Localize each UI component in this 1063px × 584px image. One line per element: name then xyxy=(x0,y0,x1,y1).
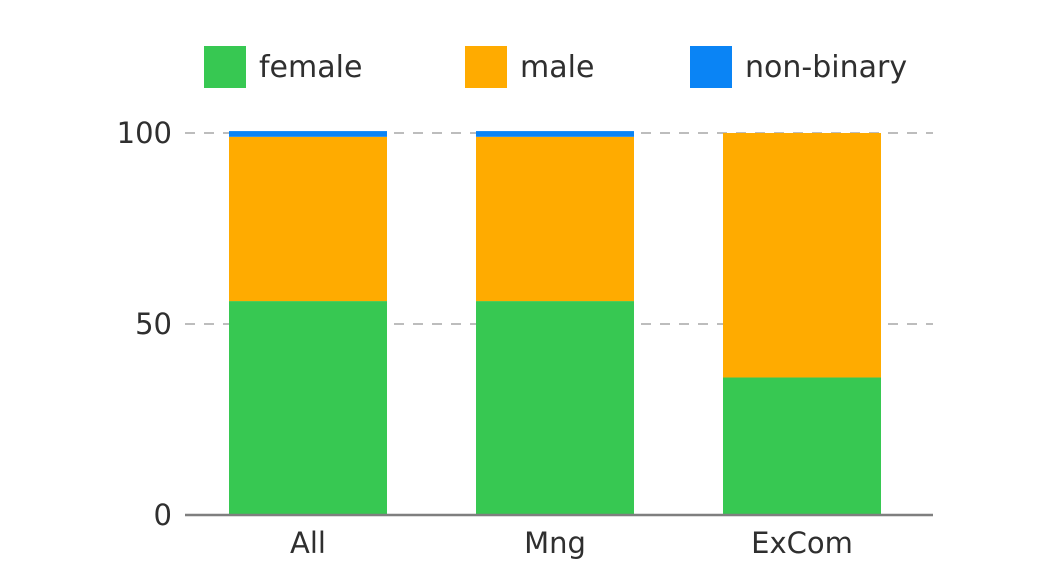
y-tick-label-0: 0 xyxy=(154,498,172,532)
bar-mng-non-binary xyxy=(476,131,634,137)
bar-all-female xyxy=(229,301,387,515)
x-axis: All Mng ExCom xyxy=(185,513,933,560)
bar-excom-female xyxy=(723,377,881,515)
legend-label-non-binary: non-binary xyxy=(745,50,907,85)
bar-all-non-binary xyxy=(229,131,387,137)
bar-all-male xyxy=(229,136,387,302)
bar-mng-female xyxy=(476,301,634,515)
x-tick-label-mng: Mng xyxy=(524,526,586,560)
legend-label-male: male xyxy=(520,50,594,85)
legend: female male non-binary xyxy=(204,46,907,88)
bar-mng-male xyxy=(476,136,634,302)
legend-item-non-binary: non-binary xyxy=(690,46,907,88)
legend-swatch-non-binary xyxy=(690,46,732,88)
y-tick-label-50: 50 xyxy=(135,307,172,341)
legend-swatch-male xyxy=(465,46,507,88)
legend-swatch-female xyxy=(204,46,246,88)
y-axis: 0 50 100 xyxy=(117,116,172,532)
y-tick-label-100: 100 xyxy=(117,116,172,150)
bars xyxy=(229,131,881,515)
bar-excom-male xyxy=(723,133,881,378)
legend-label-female: female xyxy=(259,50,362,85)
x-tick-label-excom: ExCom xyxy=(751,526,853,560)
legend-item-female: female xyxy=(204,46,362,88)
x-tick-label-all: All xyxy=(290,526,326,560)
legend-item-male: male xyxy=(465,46,594,88)
